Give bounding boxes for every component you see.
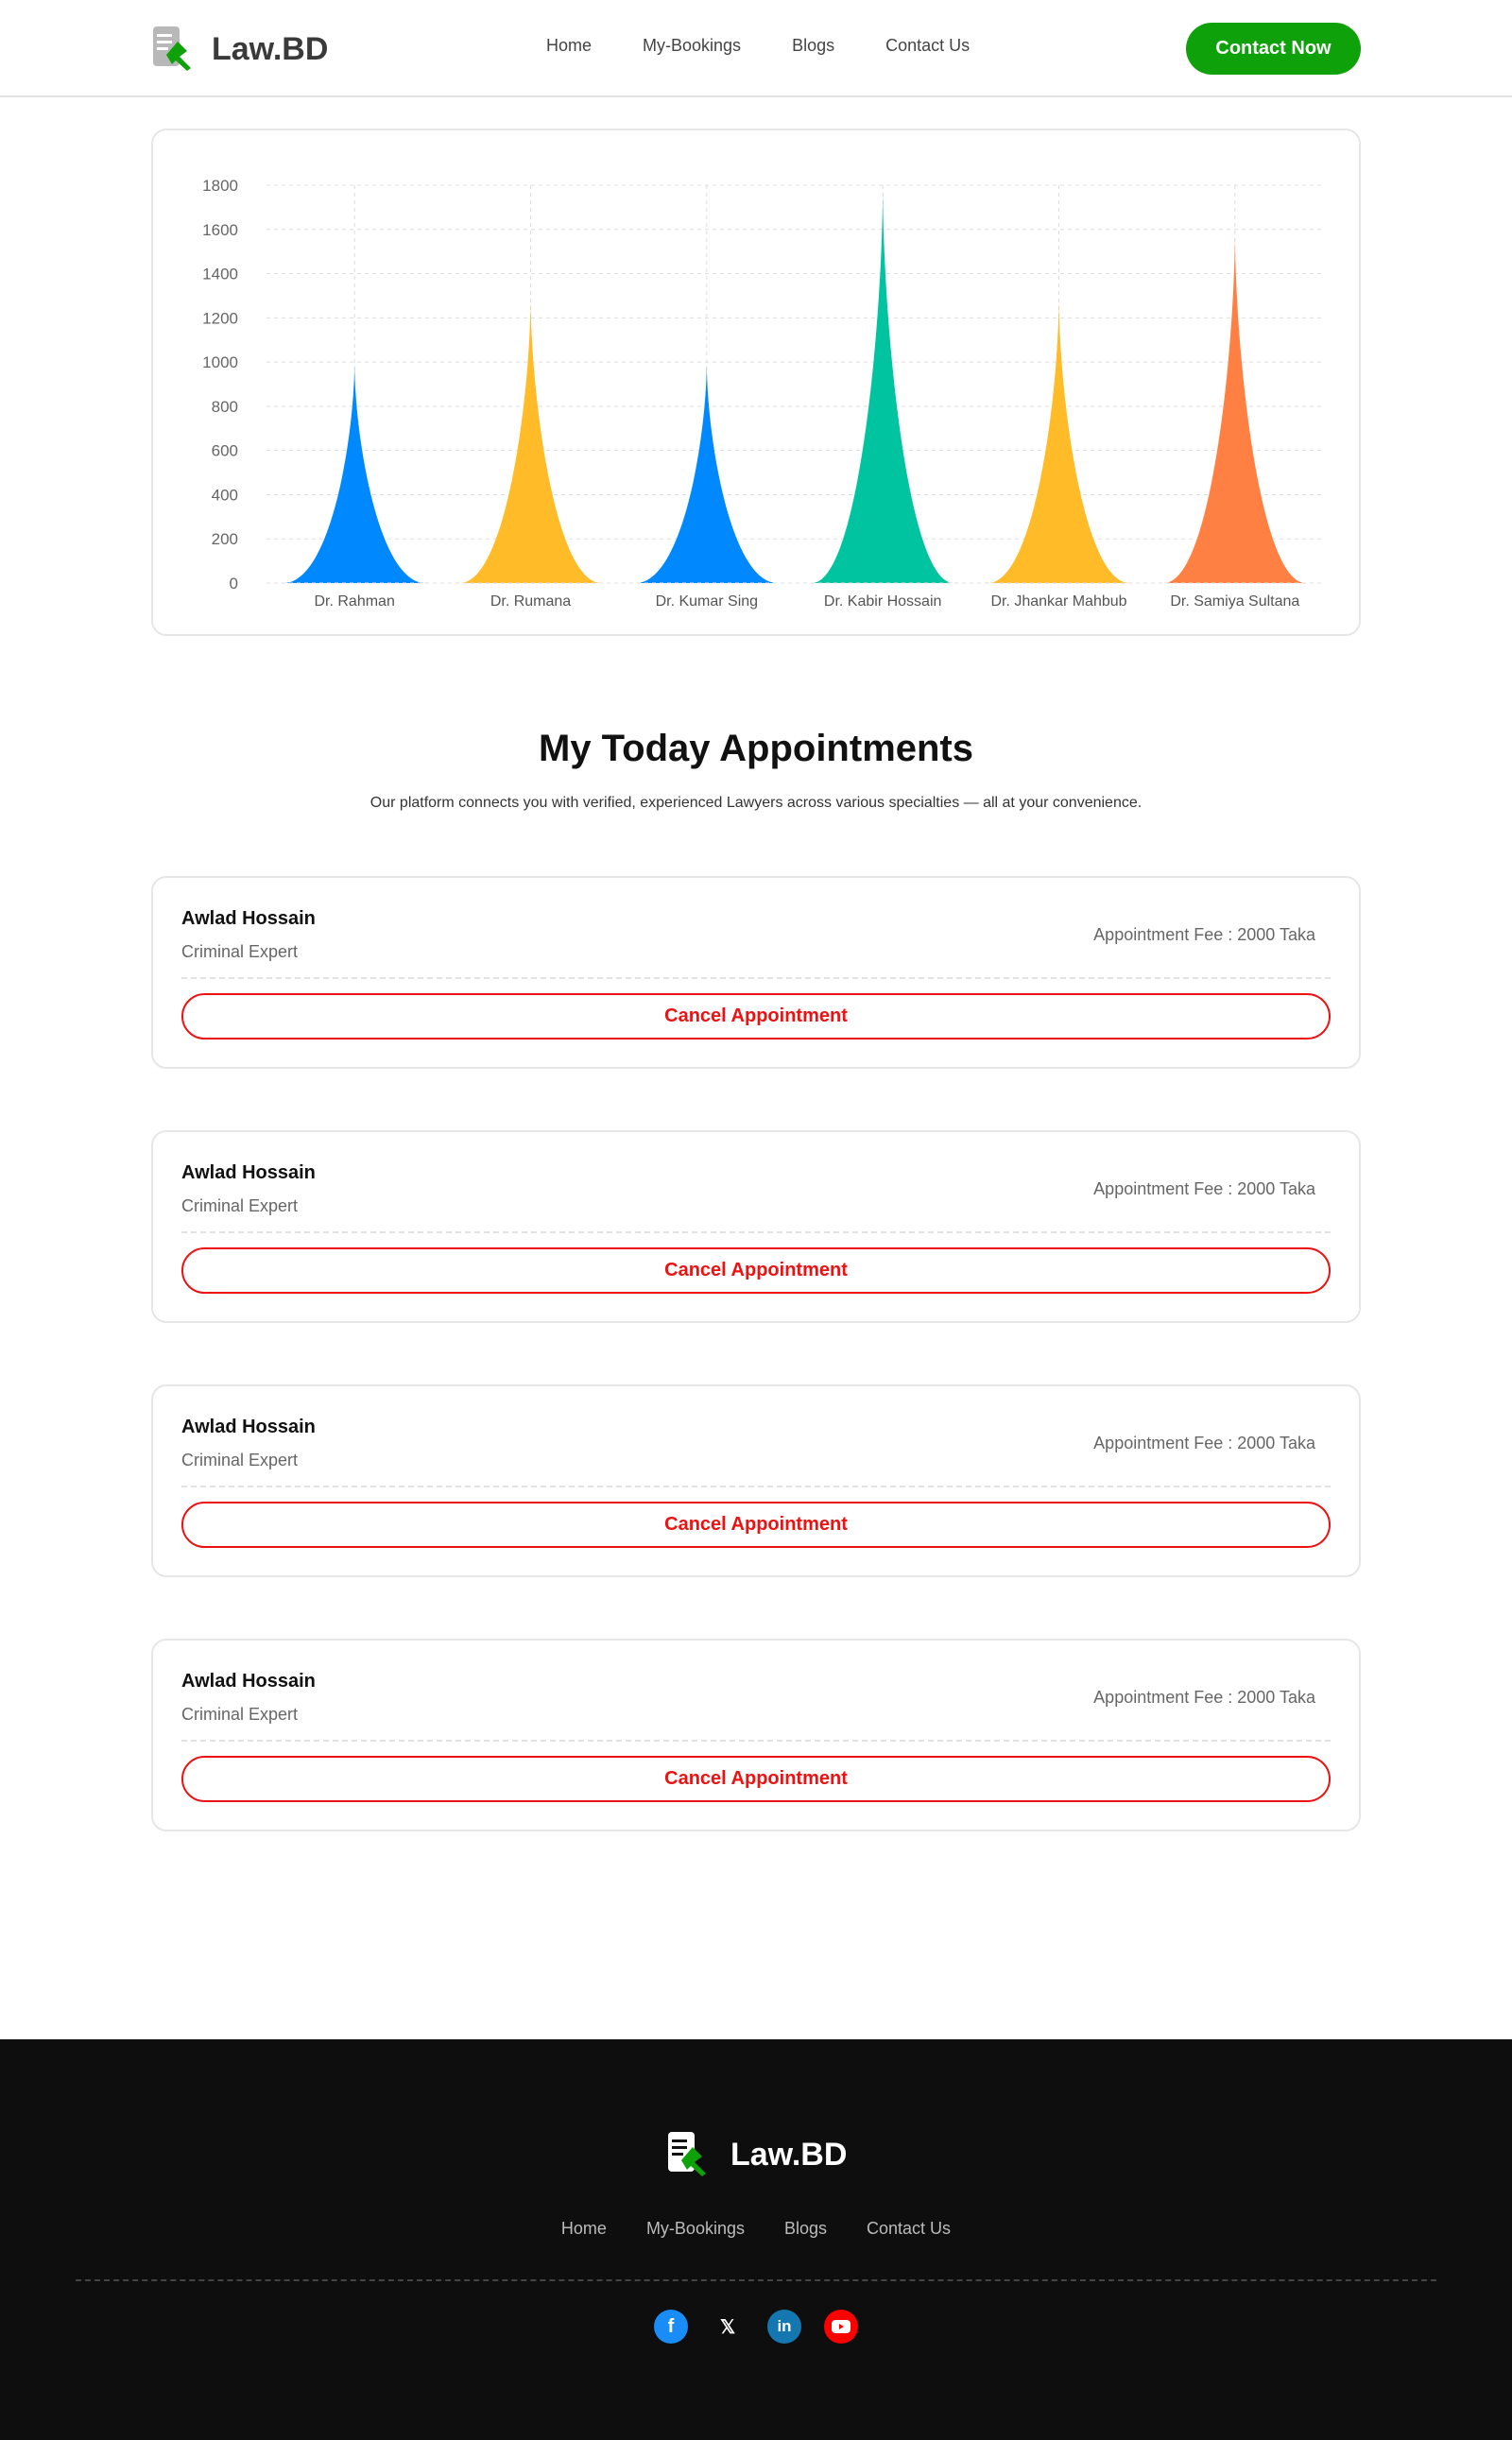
card-divider xyxy=(181,1486,1331,1487)
footer-brand-name: Law.BD xyxy=(730,2136,848,2173)
y-tick-label: 0 xyxy=(230,575,238,593)
chart-bar[interactable] xyxy=(284,362,426,583)
nav-my-bookings[interactable]: My-Bookings xyxy=(643,36,742,55)
chart-bar[interactable] xyxy=(988,295,1130,583)
y-tick-label: 1400 xyxy=(202,266,238,284)
footer-nav-contact-us[interactable]: Contact Us xyxy=(867,2219,952,2238)
appointment-card: Awlad Hossain Criminal Expert Appointmen… xyxy=(151,1639,1361,1831)
facebook-icon[interactable]: f xyxy=(654,2310,688,2344)
x-tick-label: Dr. Rahman xyxy=(314,593,394,610)
lawyer-name: Awlad Hossain xyxy=(181,1671,316,1692)
lawyer-role: Criminal Expert xyxy=(181,1196,299,1215)
section-title: My Today Appointments xyxy=(539,728,973,769)
nav-blogs[interactable]: Blogs xyxy=(792,36,835,55)
chart-bar[interactable] xyxy=(635,362,778,583)
social-links: f 𝕏 in xyxy=(0,2310,1512,2344)
nav-contact-us[interactable]: Contact Us xyxy=(885,36,971,55)
y-tick-label: 1600 xyxy=(202,221,238,239)
lawyer-name: Awlad Hossain xyxy=(181,908,316,929)
bar-chart: 0 200 400 600 800 1000 1200 1400 1600 1800 Dr. Rah… xyxy=(202,177,1323,610)
y-tick-label: 200 xyxy=(212,530,238,548)
card-divider xyxy=(181,977,1331,979)
youtube-icon[interactable] xyxy=(824,2310,858,2344)
brand-name: Law.BD xyxy=(212,30,329,67)
lawyer-role: Criminal Expert xyxy=(181,1705,299,1724)
logo[interactable]: Law.BD xyxy=(151,26,328,72)
x-tick-label: Dr. Jhankar Mahbub xyxy=(990,593,1126,610)
section-subtitle: Our platform connects you with verified,… xyxy=(369,795,1143,811)
footer-nav: Home My-Bookings Blogs Contact Us xyxy=(0,2219,1512,2239)
lawyer-role: Criminal Expert xyxy=(181,1451,299,1469)
law-logo-icon xyxy=(153,26,191,71)
law-logo-icon xyxy=(668,2132,706,2176)
cancel-appointment-button[interactable]: Cancel Appointment xyxy=(181,993,1331,1040)
card-divider xyxy=(181,1740,1331,1742)
chart-bar[interactable] xyxy=(1163,229,1306,583)
x-tick-label: Dr. Kabir Hossain xyxy=(824,593,942,610)
x-tick-label: Dr. Rumana xyxy=(490,593,571,610)
y-tick-label: 800 xyxy=(212,398,238,416)
cancel-appointment-button[interactable]: Cancel Appointment xyxy=(181,1247,1331,1294)
main-nav: Home My-Bookings Blogs Contact Us xyxy=(546,36,970,56)
lawyer-role: Criminal Expert xyxy=(181,942,299,961)
appointment-card: Awlad Hossain Criminal Expert Appointmen… xyxy=(151,1130,1361,1323)
chart-bar[interactable] xyxy=(812,185,954,583)
y-tick-label: 1200 xyxy=(202,309,238,327)
footer-logo[interactable]: Law.BD xyxy=(666,2132,847,2177)
footer-nav-my-bookings[interactable]: My-Bookings xyxy=(645,2219,745,2238)
y-tick-label: 600 xyxy=(212,442,238,460)
cancel-appointment-button[interactable]: Cancel Appointment xyxy=(181,1502,1331,1548)
nav-home[interactable]: Home xyxy=(546,36,593,55)
chart-bar[interactable] xyxy=(459,295,602,583)
appointment-fee: Appointment Fee : 2000 Taka xyxy=(1093,1688,1315,1707)
footer-nav-home[interactable]: Home xyxy=(560,2219,607,2238)
appointment-fee: Appointment Fee : 2000 Taka xyxy=(1093,1179,1315,1198)
linkedin-icon[interactable]: in xyxy=(767,2310,801,2344)
cancel-appointment-button[interactable]: Cancel Appointment xyxy=(181,1756,1331,1802)
appointment-card: Awlad Hossain Criminal Expert Appointmen… xyxy=(151,876,1361,1069)
contact-now-button[interactable]: Contact Now xyxy=(1186,23,1361,75)
x-icon[interactable]: 𝕏 xyxy=(719,2316,736,2338)
chart-card: 0 200 400 600 800 1000 1200 1400 1600 1800 Dr. Rah… xyxy=(151,129,1361,636)
card-divider xyxy=(181,1231,1331,1233)
y-tick-label: 1800 xyxy=(202,177,238,195)
appointment-card: Awlad Hossain Criminal Expert Appointmen… xyxy=(151,1384,1361,1577)
y-tick-label: 400 xyxy=(212,486,238,504)
header: Law.BD Home My-Bookings Blogs Contact Us… xyxy=(0,0,1512,97)
y-tick-label: 1000 xyxy=(202,353,238,371)
footer-divider xyxy=(76,2279,1436,2281)
x-tick-label: Dr. Samiya Sultana xyxy=(1170,593,1299,610)
footer-nav-blogs[interactable]: Blogs xyxy=(783,2219,828,2238)
lawyer-name: Awlad Hossain xyxy=(181,1417,316,1437)
appointment-fee: Appointment Fee : 2000 Taka xyxy=(1093,925,1315,944)
lawyer-name: Awlad Hossain xyxy=(181,1162,316,1183)
x-tick-label: Dr. Kumar Sing xyxy=(656,593,758,610)
appointment-fee: Appointment Fee : 2000 Taka xyxy=(1093,1434,1315,1452)
footer: Law.BD Home My-Bookings Blogs Contact Us… xyxy=(0,2039,1512,2440)
